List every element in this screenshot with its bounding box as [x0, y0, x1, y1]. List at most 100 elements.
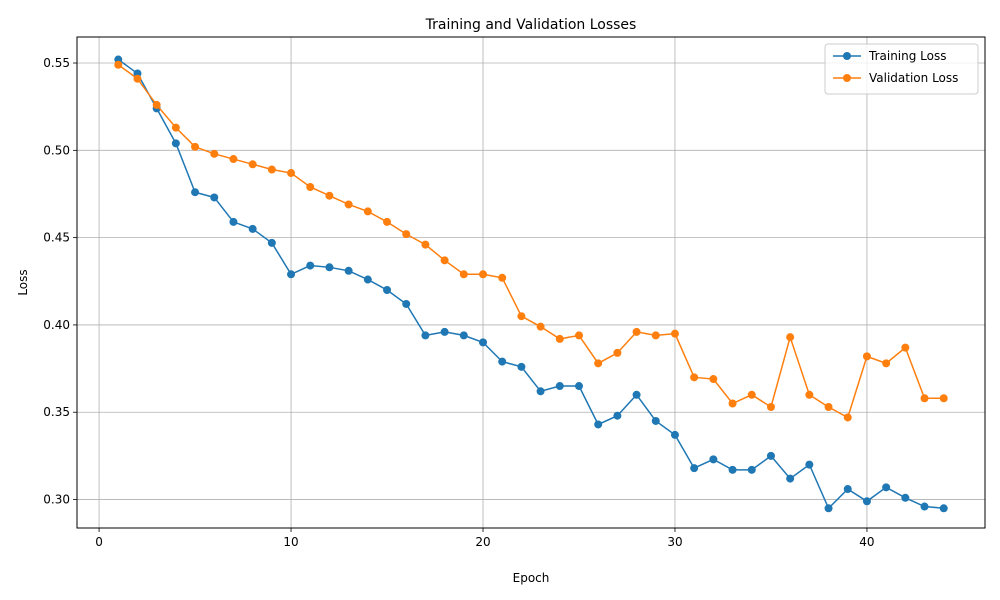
data-point — [517, 362, 526, 371]
data-point — [786, 333, 795, 342]
data-point — [402, 299, 411, 308]
data-point — [171, 123, 180, 132]
data-point — [920, 502, 929, 511]
y-axis: 0.30 0.35 0.40 0.45 0.50 0.55 — [43, 56, 77, 507]
x-tick-label: 40 — [859, 535, 874, 549]
data-point — [824, 504, 833, 513]
data-point — [766, 402, 775, 411]
data-point — [709, 375, 718, 384]
data-point — [862, 352, 871, 361]
data-point — [440, 327, 449, 336]
series-training-loss — [114, 55, 948, 513]
data-point — [498, 273, 507, 282]
data-point — [805, 390, 814, 399]
y-tick-label: 0.45 — [43, 231, 70, 245]
data-point — [632, 327, 641, 336]
data-point — [363, 275, 372, 284]
data-point — [479, 338, 488, 347]
data-point — [344, 266, 353, 275]
data-point — [287, 270, 296, 279]
data-point — [383, 217, 392, 226]
data-point — [574, 331, 583, 340]
series-layer — [114, 55, 948, 513]
data-point — [920, 394, 929, 403]
y-tick-label: 0.50 — [43, 143, 70, 157]
data-point — [594, 420, 603, 429]
legend-marker — [843, 52, 851, 60]
data-point — [152, 100, 161, 109]
data-point — [766, 451, 775, 460]
data-point — [210, 193, 219, 202]
data-point — [306, 261, 315, 270]
y-tick-label: 0.35 — [43, 405, 70, 419]
data-point — [421, 240, 430, 249]
data-point — [536, 322, 545, 331]
data-point — [670, 329, 679, 338]
data-point — [421, 331, 430, 340]
data-point — [786, 474, 795, 483]
data-point — [670, 430, 679, 439]
data-point — [459, 270, 468, 279]
legend-marker — [843, 74, 851, 82]
data-point — [344, 200, 353, 209]
data-point — [402, 230, 411, 239]
data-point — [901, 493, 910, 502]
data-point — [651, 331, 660, 340]
data-point — [882, 359, 891, 368]
x-axis-label: Epoch — [513, 571, 550, 585]
legend-label: Training Loss — [868, 49, 946, 63]
data-point — [229, 155, 238, 164]
data-point — [824, 402, 833, 411]
y-tick-label: 0.30 — [43, 493, 70, 507]
data-point — [459, 331, 468, 340]
chart-title: Training and Validation Losses — [425, 17, 637, 33]
data-point — [805, 460, 814, 469]
data-point — [440, 256, 449, 265]
plot-frame — [76, 36, 986, 529]
data-point — [728, 465, 737, 474]
data-point — [594, 359, 603, 368]
x-tick-label: 10 — [283, 535, 298, 549]
legend-item: Training Loss — [833, 49, 946, 63]
data-point — [882, 483, 891, 492]
data-point — [862, 497, 871, 506]
x-tick-label: 20 — [475, 535, 490, 549]
data-point — [690, 464, 699, 473]
data-point — [248, 160, 257, 169]
data-point — [171, 139, 180, 148]
data-point — [709, 455, 718, 464]
data-point — [939, 394, 948, 403]
x-axis: 0 10 20 30 40 — [95, 528, 875, 549]
data-point — [555, 334, 564, 343]
data-point — [287, 169, 296, 178]
legend-box — [824, 43, 979, 95]
legend-label: Validation Loss — [869, 71, 958, 85]
data-point — [632, 390, 641, 399]
y-tick-label: 0.40 — [43, 318, 70, 332]
data-point — [747, 390, 756, 399]
data-point — [613, 411, 622, 420]
data-point — [383, 286, 392, 295]
data-point — [267, 238, 276, 247]
y-axis-label: Loss — [16, 269, 30, 295]
data-point — [229, 217, 238, 226]
data-point — [267, 165, 276, 174]
data-point — [613, 348, 622, 357]
data-point — [843, 485, 852, 494]
data-point — [498, 357, 507, 366]
data-point — [555, 382, 564, 391]
series-validation-loss — [114, 60, 948, 422]
data-point — [248, 224, 257, 233]
data-point — [114, 60, 123, 69]
data-point — [363, 207, 372, 216]
data-point — [325, 191, 334, 200]
legend-item: Validation Loss — [833, 71, 958, 85]
data-point — [517, 312, 526, 321]
data-point — [690, 373, 699, 382]
data-point — [306, 182, 315, 191]
data-point — [210, 149, 219, 158]
data-point — [536, 387, 545, 396]
data-point — [651, 416, 660, 425]
